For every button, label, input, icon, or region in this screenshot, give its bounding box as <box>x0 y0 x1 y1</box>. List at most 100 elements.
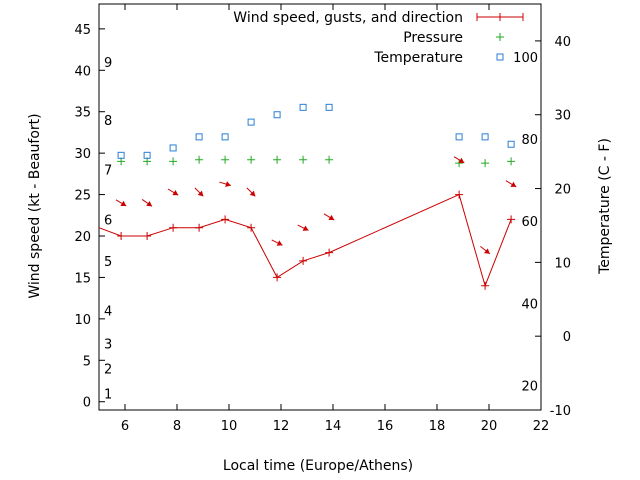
fahrenheit-labels: 20 40 60 80 100 <box>513 51 538 394</box>
beaufort-label: 7 <box>104 164 112 179</box>
legend-marker <box>496 13 504 21</box>
x-tick-label: 20 <box>481 419 498 434</box>
wind-arrow-head <box>458 157 465 163</box>
temperature-point <box>507 140 515 148</box>
temperature-point <box>221 133 229 141</box>
legend-marker <box>496 53 504 61</box>
wind-arrow-head <box>146 200 153 207</box>
wind-speed-point <box>247 223 256 232</box>
wind-speed-point <box>221 215 230 224</box>
pressure-point <box>247 155 256 164</box>
y2-axis-title: Temperature (C - F) <box>597 138 613 275</box>
x-tick-label: 18 <box>429 419 446 434</box>
temperature-point <box>169 144 177 152</box>
temperature-point <box>143 151 151 159</box>
y-tick-label: 0 <box>83 396 91 411</box>
wind-speed-point <box>325 248 334 257</box>
series <box>98 103 516 290</box>
wind-speed-point <box>117 232 126 240</box>
y-tick-label: 45 <box>74 23 91 38</box>
wind-speed-point <box>273 273 282 282</box>
x-tick-label: 16 <box>377 419 394 434</box>
x-tick-label: 14 <box>325 419 342 434</box>
y-tick-label: 35 <box>74 106 91 121</box>
wind-arrow-head <box>302 225 309 231</box>
temperature-point <box>117 151 125 159</box>
fahrenheit-label: 80 <box>521 133 538 148</box>
legend: Wind speed, gusts, and direction Pressure… <box>233 10 524 66</box>
pressure-point <box>455 159 464 168</box>
wind-speed-line <box>98 193 512 288</box>
plot-frame <box>98 3 542 411</box>
y-tick-label: 30 <box>74 147 91 162</box>
x-axis-title: Local time (Europe/Athens) <box>223 458 413 474</box>
y-tick-label: 25 <box>74 189 91 204</box>
beaufort-label: 5 <box>104 255 112 270</box>
pressure-point <box>325 155 334 164</box>
temperature-point <box>273 111 281 119</box>
x-tick-label: 10 <box>221 419 238 434</box>
legend-label: Wind speed, gusts, and direction <box>233 10 463 26</box>
y-tick-label: 10 <box>74 313 91 328</box>
beaufort-label: 9 <box>104 56 112 71</box>
wind-arrow-head <box>197 190 204 197</box>
pressure-point <box>507 157 516 166</box>
pressure-point <box>273 155 282 164</box>
y-tick-label: 40 <box>74 64 91 79</box>
wind-arrow-head <box>510 181 517 187</box>
x-tick-label: 8 <box>173 419 181 434</box>
beaufort-label: 1 <box>104 387 112 402</box>
temperature-point <box>299 103 307 111</box>
beaufort-label: 3 <box>104 338 112 353</box>
y-tick-label: 20 <box>74 230 91 245</box>
y-tick-label: 15 <box>74 271 91 286</box>
beaufort-label: 2 <box>104 363 112 378</box>
y2-tick-label: 0 <box>563 330 571 345</box>
wind-speed-point <box>195 223 204 232</box>
wind-arrow-head <box>225 181 231 187</box>
legend-label: Temperature <box>373 50 463 66</box>
legend-label: Pressure <box>403 30 463 46</box>
temperature-point <box>455 133 463 141</box>
temperature-point <box>195 133 203 141</box>
fahrenheit-label: 100 <box>513 51 538 66</box>
temperature-point <box>325 103 333 111</box>
wind-arrow-head <box>249 190 256 197</box>
pressure-point <box>481 159 490 168</box>
wind-speed-point <box>169 223 178 232</box>
temperature-point <box>481 133 489 141</box>
wind-arrow-head <box>484 248 490 254</box>
wind-arrow-head <box>328 214 335 221</box>
x-tick-label: 6 <box>121 419 129 434</box>
fahrenheit-label: 40 <box>521 298 538 313</box>
wind-speed-point <box>299 256 308 265</box>
pressure-point <box>169 157 178 166</box>
beaufort-label: 6 <box>104 213 112 228</box>
pressure-point <box>299 155 308 164</box>
wind-direction-arrows <box>115 156 517 255</box>
wind-speed-point <box>481 281 490 290</box>
axis-ticks <box>99 4 542 411</box>
wind-speed-point <box>455 190 464 199</box>
temperature-point <box>247 118 255 126</box>
pressure-point <box>221 155 230 164</box>
beaufort-labels: 1 2 3 4 5 6 7 8 9 <box>104 56 112 402</box>
wind-arrow-head <box>120 200 127 206</box>
beaufort-label: 4 <box>104 305 112 320</box>
y2-tick-label: -10 <box>550 404 571 419</box>
wind-speed-point <box>507 215 516 224</box>
x-tick-label: 22 <box>533 419 550 434</box>
y2-tick-label: 30 <box>554 109 571 124</box>
fahrenheit-label: 20 <box>521 380 538 395</box>
y2-tick-label: 40 <box>554 35 571 50</box>
y-tick-label: 5 <box>83 354 91 369</box>
beaufort-label: 8 <box>104 114 112 129</box>
y-axis-title: Wind speed (kt - Beaufort) <box>27 113 43 298</box>
y2-tick-label: 20 <box>554 183 571 198</box>
wind-speed-point <box>143 232 152 240</box>
y2-tick-label: 10 <box>554 256 571 271</box>
pressure-point <box>195 155 204 164</box>
plot-border <box>98 3 542 411</box>
legend-marker <box>496 33 504 41</box>
